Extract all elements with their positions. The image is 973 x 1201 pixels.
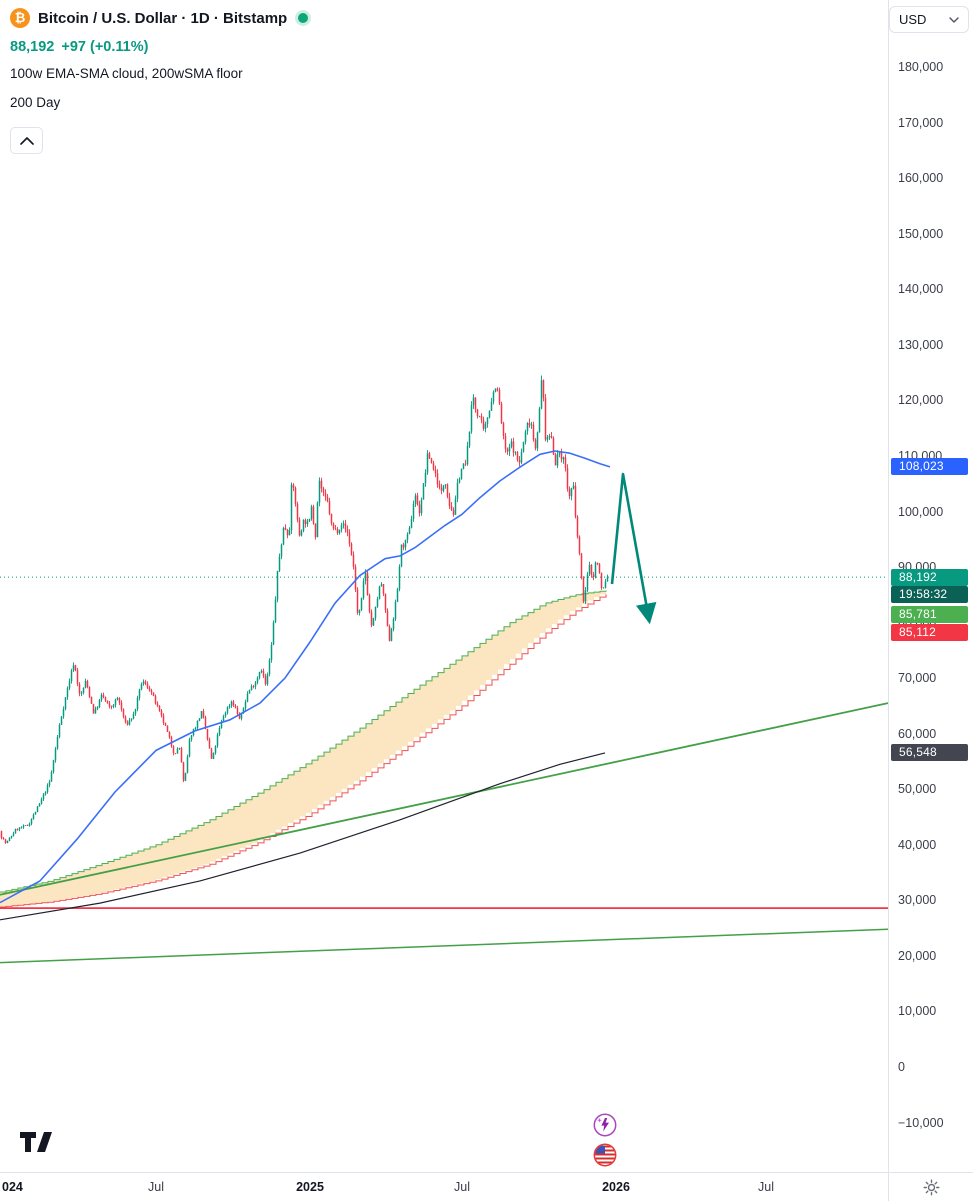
y-axis-label: −10,000 (898, 1115, 944, 1130)
y-axis-label: 50,000 (898, 782, 937, 797)
x-axis-label: 024 (2, 1180, 23, 1194)
chevron-up-icon (19, 136, 34, 145)
y-axis-label: 170,000 (898, 115, 944, 130)
trendline (0, 928, 888, 964)
indicator-legend-200day[interactable]: 200 Day (10, 95, 61, 110)
symbol-title[interactable]: Bitcoin / U.S. Dollar · 1D · Bitstamp (38, 9, 288, 27)
x-axis-label: Jul (148, 1180, 164, 1194)
x-axis-label: 2026 (602, 1180, 630, 1194)
y-axis-label: 30,000 (898, 893, 937, 908)
price-change: +97 (+0.11%) (61, 39, 149, 55)
up-candles (6, 380, 609, 843)
sparkle-bolt-icon (593, 1113, 617, 1137)
price-row: 88,192 +97 (+0.11%) (10, 39, 148, 55)
currency-selector[interactable]: USD (889, 6, 969, 33)
price-badge-last-price: 88,192 (891, 569, 968, 586)
axis-settings-corner (888, 1172, 973, 1201)
x-axis-label: Jul (454, 1180, 470, 1194)
y-axis-label: 10,000 (898, 1004, 937, 1019)
y-axis-label: 150,000 (898, 226, 944, 241)
us-flag-icon (593, 1143, 617, 1167)
collapse-legend-button[interactable] (10, 127, 43, 154)
last-price-value: 88,192 (10, 39, 55, 55)
y-axis-label: 100,000 (898, 504, 944, 519)
y-axis-label: 180,000 (898, 60, 944, 75)
projection-arrow-drawing[interactable] (610, 472, 657, 625)
price-badge-ema100w: 85,781 (891, 606, 968, 623)
cloud-upper-edge (0, 590, 607, 893)
tradingview-logo[interactable] (20, 1130, 56, 1159)
event-marker-sparkle[interactable] (593, 1113, 617, 1137)
x-axis-label: 2025 (296, 1180, 324, 1194)
y-axis-label: 20,000 (898, 948, 937, 963)
y-axis-label: 140,000 (898, 282, 944, 297)
y-axis-label: 0 (898, 1060, 905, 1074)
settings-gear-icon[interactable] (923, 1179, 940, 1196)
currency-value: USD (899, 12, 927, 27)
price-badge-sma100w: 85,112 (891, 624, 968, 641)
ma-200d-line (0, 450, 611, 904)
time-axis[interactable]: 024 Jul 2025 Jul 2026 Jul (0, 1172, 888, 1201)
bitcoin-icon: ₿ (10, 8, 30, 28)
cloud-lower-edge (0, 594, 607, 908)
event-marker-us-flag[interactable] (593, 1143, 617, 1167)
ema-sma-cloud (0, 590, 606, 907)
market-status-icon[interactable] (295, 10, 312, 26)
price-badge-ma200d: 108,023 (891, 458, 968, 475)
indicator-legend-cloud[interactable]: 100w EMA-SMA cloud, 200wSMA floor (10, 66, 243, 81)
y-axis-label: 160,000 (898, 171, 944, 186)
down-candles (0, 380, 603, 843)
symbol-row: ₿ Bitcoin / U.S. Dollar · 1D · Bitstamp (10, 8, 312, 28)
price-badge-countdown: 19:58:32 (891, 586, 968, 603)
y-axis-label: 40,000 (898, 837, 937, 852)
price-axis[interactable]: 180,000 170,000 160,000 150,000 140,000 130,0… (888, 0, 973, 1172)
y-axis-label: 60,000 (898, 726, 937, 741)
y-axis-label: 120,000 (898, 393, 944, 408)
y-axis-label: 130,000 (898, 337, 944, 352)
price-badge-sma200w: 56,548 (891, 744, 968, 761)
chevron-down-icon (949, 16, 959, 23)
sma-200w-line (0, 752, 606, 921)
chart-canvas[interactable] (0, 0, 888, 1172)
x-axis-label: Jul (758, 1180, 774, 1194)
tradingview-logo-icon (20, 1132, 52, 1152)
trendline (0, 702, 888, 896)
y-axis-label: 70,000 (898, 671, 937, 686)
chart-legend: ₿ Bitcoin / U.S. Dollar · 1D · Bitstamp … (10, 8, 312, 154)
